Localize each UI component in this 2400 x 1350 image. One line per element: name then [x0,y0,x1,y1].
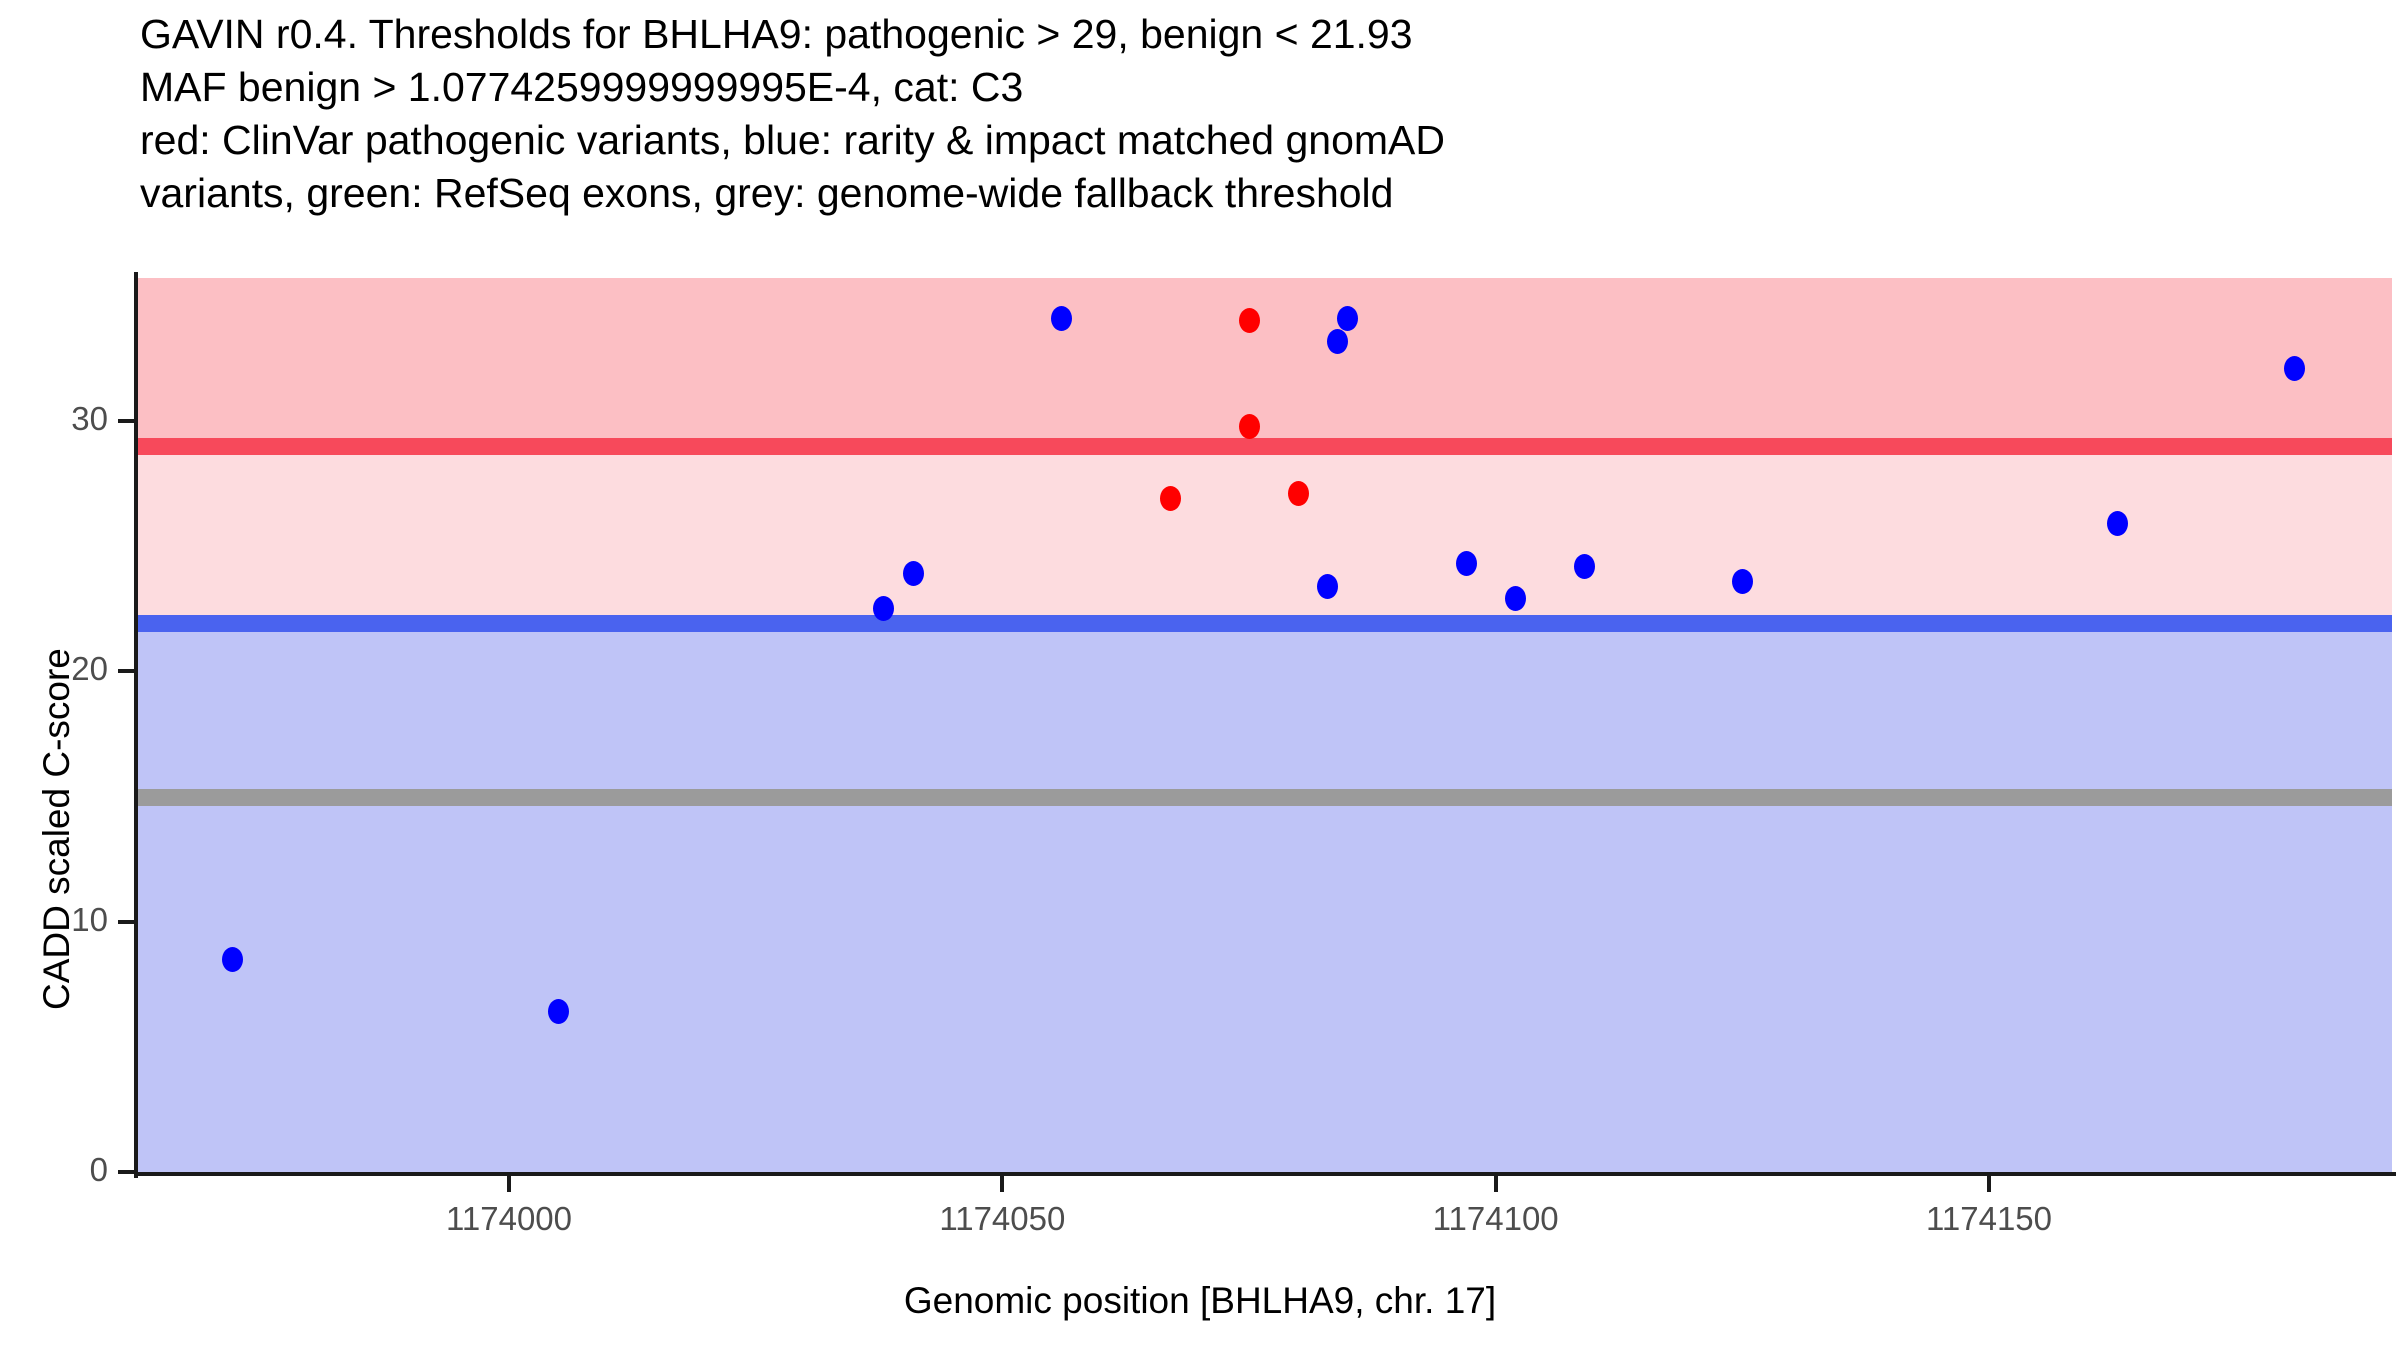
y-tick-mark [118,669,134,674]
x-axis-label: Genomic position [BHLHA9, chr. 17] [903,1280,1497,1321]
y-tick-label: 30 [71,400,108,438]
genome-wide-fallback-line [138,788,2392,806]
plot-panel [138,278,2392,1172]
data-point [2284,356,2306,382]
data-point [873,596,895,622]
x-tick-label: 1174100 [1432,1200,1559,1237]
data-point [1238,413,1260,439]
y-axis-label: CADD scaled C-score [36,648,77,1010]
data-point [547,999,569,1025]
y-tick-mark [118,1170,134,1174]
x-tick-mark [1000,1176,1005,1192]
data-point [2106,511,2128,537]
data-point [1573,553,1595,579]
y-tick-label: 10 [71,900,108,938]
data-point [1455,551,1477,577]
data-point [1159,486,1181,512]
x-tick-mark [507,1176,511,1192]
pathogenic-threshold-line [138,438,2392,456]
chart-title: GAVIN r0.4. Thresholds for BHLHA9: patho… [140,8,2340,220]
title-line-3: red: ClinVar pathogenic variants, blue: … [140,117,1446,163]
x-tick-mark [1987,1176,1991,1192]
data-point [903,561,925,587]
data-point [1238,308,1260,334]
x-tick-mark [1493,1176,1498,1192]
x-tick-label: 1174000 [445,1200,573,1237]
title-line-4: variants, green: RefSeq exons, grey: gen… [140,170,1394,216]
y-axis-line [134,272,138,1178]
data-point [1327,328,1349,354]
benign-threshold-line [138,615,2392,633]
y-tick-label: 0 [89,1151,108,1188]
data-point [1317,573,1339,599]
data-point [1287,481,1309,507]
y-tick-label: 20 [71,650,108,688]
title-line-1: GAVIN r0.4. Thresholds for BHLHA9: patho… [140,11,1413,57]
title-line-2: MAF benign > 1.0774259999999995E-4, cat:… [140,64,1024,110]
y-tick-mark [118,419,134,424]
y-tick-mark [118,919,134,924]
pathogenic-band [138,278,2392,447]
x-tick-label: 1174150 [1925,1200,2053,1237]
data-point [1337,305,1359,331]
data-point [222,946,244,972]
benign-band [138,623,2392,1172]
data-point [1504,586,1526,612]
x-tick-label: 1174050 [939,1200,1066,1237]
data-point [1731,568,1753,594]
data-point [1051,305,1073,331]
vous-band [138,446,2392,624]
x-axis-line [134,1172,2396,1176]
